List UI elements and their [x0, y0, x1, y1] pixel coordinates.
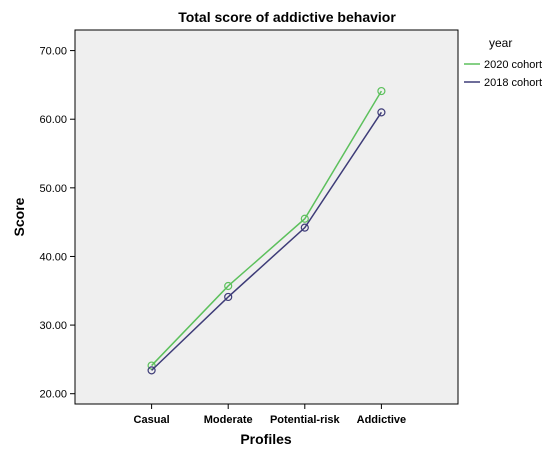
y-tick-label: 60.00	[39, 114, 67, 126]
legend-label: 2020 cohort	[484, 59, 542, 71]
series-layer	[147, 86, 386, 375]
y-tick-label: 70.00	[39, 46, 67, 58]
y-tick-label: 40.00	[39, 251, 67, 263]
data-point	[147, 361, 156, 370]
data-point	[224, 281, 233, 291]
x-tick-label: Moderate	[204, 414, 253, 426]
legend-label: 2018 cohort	[484, 77, 542, 89]
x-tick-label: Addictive	[357, 414, 407, 426]
y-tick-label: 20.00	[39, 389, 67, 401]
y-tick-label: 30.00	[39, 320, 67, 332]
x-tick-label: Casual	[134, 414, 170, 426]
data-point	[377, 86, 386, 96]
y-tick-label: 50.00	[39, 183, 67, 195]
series-line	[151, 111, 383, 371]
x-axis: Casual Moderate Potential-risk Addictive	[134, 404, 407, 426]
data-point	[147, 366, 156, 375]
x-tick-label: Potential-risk	[270, 414, 341, 426]
x-axis-label: Profiles	[240, 431, 292, 447]
series-line	[151, 90, 383, 367]
legend-title: year	[489, 36, 512, 50]
legend-items: 2020 cohort 2018 cohort	[464, 59, 542, 89]
data-point	[224, 292, 233, 302]
y-axis-label: Score	[11, 197, 27, 236]
data-point	[377, 108, 386, 117]
chart-title: Total score of addictive behavior	[178, 9, 396, 25]
data-point	[300, 214, 309, 223]
legend: year 2020 cohort 2018 cohort	[464, 36, 542, 89]
data-point	[300, 223, 309, 232]
y-axis: 20.00 30.00 40.00 50.00 60.00 70.00	[39, 46, 75, 401]
plot-area	[74, 29, 459, 405]
